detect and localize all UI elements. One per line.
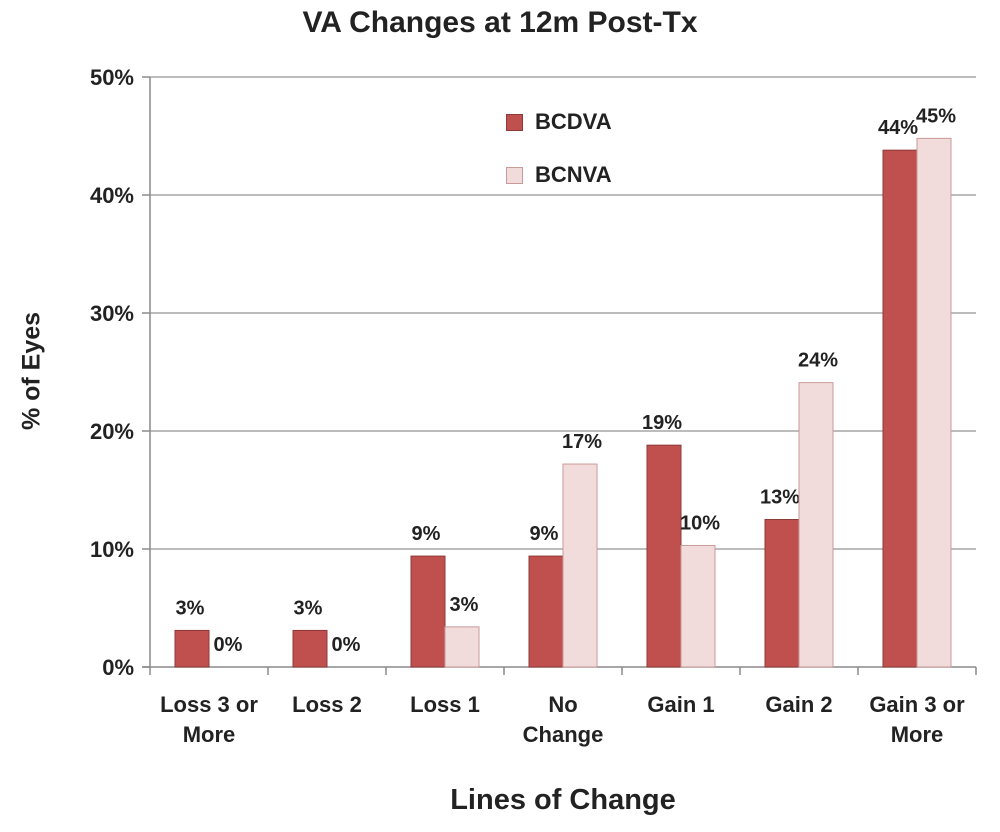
x-axis-label: Lines of Change — [450, 784, 676, 816]
x-tick-label: Gain 3 or More — [869, 692, 965, 747]
legend-item-bcnva: BCNVA — [506, 160, 612, 190]
data-label: 3% — [176, 597, 205, 619]
legend-label-bcdva: BCDVA — [535, 109, 612, 134]
y-tick-label: 20% — [90, 419, 134, 444]
x-tick-label: Gain 1 — [647, 692, 714, 717]
bar-bcnva — [798, 382, 834, 668]
bar-bcdva — [528, 555, 564, 668]
data-label: 9% — [412, 523, 441, 545]
bar-bcdva — [174, 629, 210, 668]
data-label: 0% — [214, 634, 243, 656]
legend-swatch-bcnva — [506, 166, 523, 184]
data-label: 45% — [916, 105, 956, 127]
bar-bcdva — [764, 519, 800, 668]
x-tick-label: Loss 2 — [292, 692, 362, 717]
data-label: 44% — [878, 117, 918, 139]
bar-bcnva — [680, 544, 716, 668]
y-tick-label: 10% — [90, 537, 134, 562]
bar-bcnva — [562, 463, 598, 668]
data-label: 13% — [760, 487, 800, 509]
data-label: 17% — [562, 431, 602, 453]
chart-title: VA Changes at 12m Post-Tx — [302, 6, 698, 39]
data-label: 24% — [798, 350, 838, 372]
bar-bcdva — [646, 444, 682, 668]
data-label: 10% — [680, 512, 720, 534]
x-tick-label: Loss 3 or More — [160, 692, 258, 747]
y-tick-label: 0% — [102, 655, 134, 680]
y-tick-label: 40% — [90, 183, 134, 208]
data-label: 3% — [294, 597, 323, 619]
bar-bcdva — [292, 629, 328, 668]
x-tick-label: No Change — [523, 692, 604, 747]
data-label: 0% — [332, 634, 361, 656]
legend-label-bcnva: BCNVA — [535, 162, 612, 187]
bar-bcnva — [444, 626, 480, 668]
bar-bcdva — [882, 149, 918, 668]
bar-bcdva — [410, 555, 446, 668]
y-tick-label: 50% — [90, 65, 134, 90]
data-label: 3% — [450, 594, 479, 616]
bar-bcnva — [916, 137, 952, 668]
data-label: 9% — [530, 523, 559, 545]
legend-swatch-bcdva — [506, 113, 523, 131]
data-label: 19% — [642, 412, 682, 434]
x-tick-label: Loss 1 — [410, 692, 480, 717]
y-axis-label: % of Eyes — [17, 311, 46, 431]
x-tick-label: Gain 2 — [765, 692, 832, 717]
legend-item-bcdva: BCDVA — [506, 107, 612, 137]
y-tick-label: 30% — [90, 301, 134, 326]
